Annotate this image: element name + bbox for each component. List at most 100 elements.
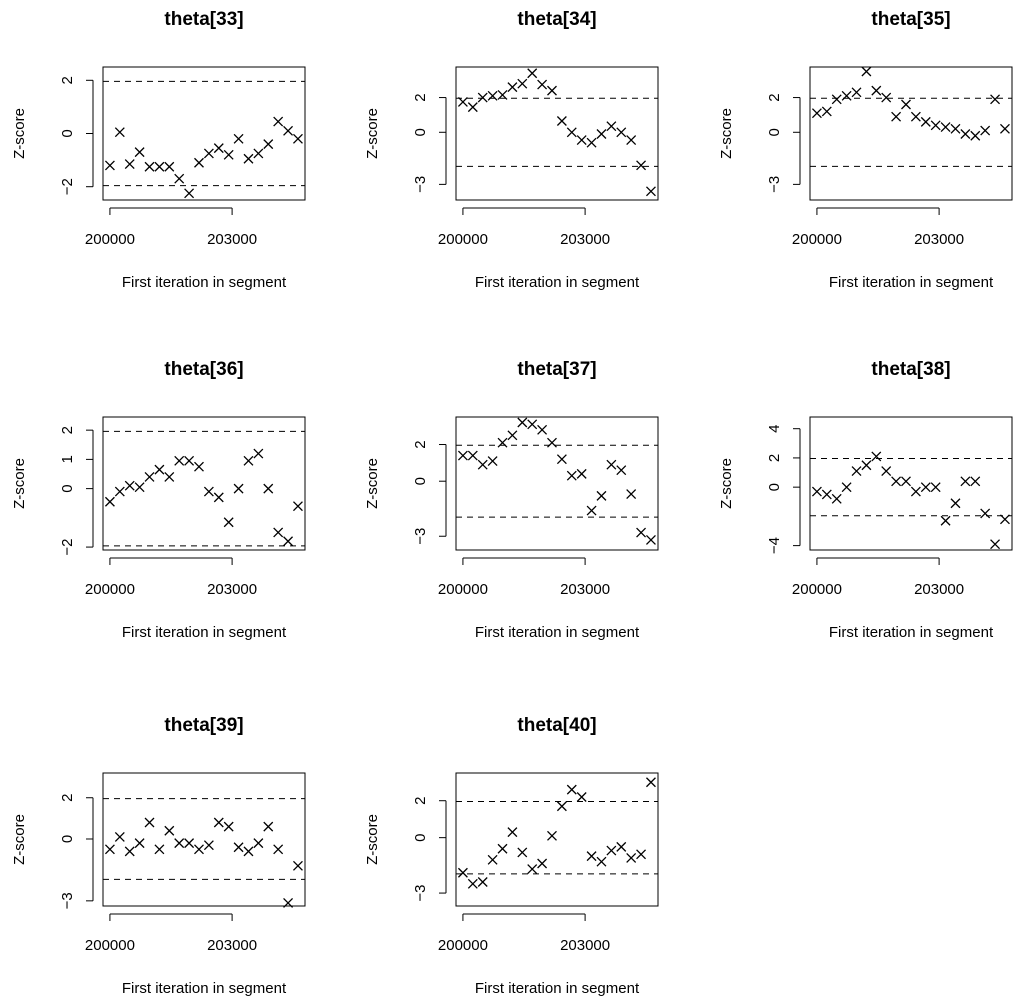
point: [566, 784, 577, 795]
point: [213, 817, 224, 828]
panel-title: theta[36]: [164, 359, 243, 380]
point: [223, 149, 234, 160]
point: [980, 125, 991, 136]
point: [930, 120, 941, 131]
point: [144, 161, 155, 172]
x-axis-label: First iteration in segment: [475, 274, 640, 291]
point: [457, 450, 468, 461]
panel: theta[39] First iteration in segment Z-sco…: [11, 715, 306, 997]
point: [960, 129, 971, 139]
point: [164, 825, 175, 836]
point: [586, 851, 597, 862]
point: [223, 821, 234, 832]
panel: theta[37] First iteration in segment Z-sco…: [364, 359, 659, 641]
y-tick-label: 2: [412, 440, 429, 448]
point: [164, 161, 175, 172]
point: [871, 451, 882, 462]
point: [537, 79, 548, 90]
point: [990, 539, 1001, 550]
point: [636, 160, 647, 171]
y-axis-label: Z-score: [718, 108, 735, 159]
point: [527, 68, 538, 79]
x-tick-label: 203000: [207, 231, 257, 248]
y-tick-label: 2: [59, 426, 76, 434]
panel: theta[34] First iteration in segment Z-sco…: [364, 9, 659, 291]
point: [586, 505, 597, 516]
panel: theta[36] First iteration in segment Z-sco…: [11, 359, 306, 641]
point: [920, 116, 931, 127]
point: [537, 858, 548, 869]
point: [144, 817, 155, 828]
x-tick-label: 200000: [792, 581, 842, 598]
point: [527, 419, 538, 430]
point: [616, 465, 627, 476]
point: [203, 840, 214, 851]
point: [636, 849, 647, 860]
point: [487, 854, 498, 865]
plot-box: [455, 772, 659, 907]
point: [497, 843, 508, 854]
y-axis-label: Z-score: [718, 458, 735, 509]
point: [999, 123, 1010, 134]
x-axis-label: First iteration in segment: [829, 274, 994, 291]
y-tick-label: −3: [766, 176, 783, 193]
x-axis-label: First iteration in segment: [475, 624, 640, 641]
point: [487, 456, 498, 466]
x-tick-label: 203000: [207, 581, 257, 598]
point: [576, 468, 587, 479]
y-tick-label: −2: [59, 539, 76, 556]
y-tick-label: 2: [59, 794, 76, 802]
plot-box: [102, 66, 306, 201]
point: [154, 844, 165, 855]
y-axis-label: Z-score: [364, 458, 381, 509]
point: [283, 897, 294, 908]
point: [901, 476, 911, 487]
point: [851, 87, 862, 98]
x-tick-label: 200000: [85, 937, 135, 954]
plot-box: [455, 416, 659, 551]
point: [263, 821, 274, 832]
point: [263, 139, 274, 150]
point: [233, 842, 244, 853]
point: [517, 847, 528, 858]
point: [457, 96, 468, 107]
point: [920, 482, 931, 493]
x-tick-label: 203000: [914, 231, 964, 248]
point: [645, 534, 656, 545]
point: [596, 129, 607, 139]
point: [851, 466, 862, 477]
x-tick-label: 200000: [85, 231, 135, 248]
y-tick-label: 2: [412, 797, 429, 805]
point: [203, 486, 214, 497]
plot-box: [102, 772, 306, 907]
point: [253, 448, 264, 459]
point: [467, 878, 478, 889]
x-tick-label: 203000: [560, 937, 610, 954]
point: [194, 157, 204, 168]
point: [901, 99, 911, 110]
point: [990, 94, 1001, 105]
point: [243, 153, 254, 164]
panel-title: theta[33]: [164, 9, 243, 30]
y-tick-label: −4: [766, 537, 783, 554]
point: [253, 838, 264, 849]
point: [821, 106, 832, 117]
x-tick-label: 200000: [438, 937, 488, 954]
point: [616, 841, 627, 852]
x-axis-label: First iteration in segment: [122, 274, 287, 291]
point: [881, 92, 892, 103]
point: [950, 123, 961, 134]
point: [283, 125, 294, 136]
plot-box: [809, 66, 1013, 201]
y-tick-label: 2: [766, 93, 783, 101]
y-tick-label: 0: [412, 833, 429, 841]
panel: theta[33] First iteration in segment Z-sco…: [11, 9, 306, 291]
point: [940, 122, 951, 133]
point: [114, 127, 125, 138]
point: [124, 480, 135, 491]
y-tick-label: 0: [59, 835, 76, 843]
point: [547, 830, 557, 841]
point: [556, 801, 567, 812]
point: [980, 508, 991, 519]
point: [477, 459, 488, 470]
